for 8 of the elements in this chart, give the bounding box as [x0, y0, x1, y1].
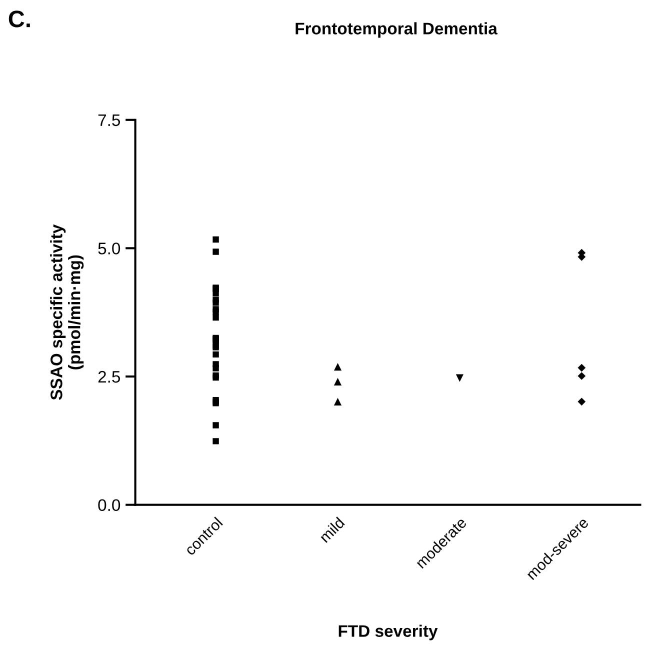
y-tick-label: 0.0: [98, 499, 120, 512]
chart-title: Frontotemporal Dementia: [296, 22, 498, 38]
text: C.: [8, 10, 30, 28]
y-tick-label: 2.5: [98, 370, 120, 383]
x-axis-title: FTD severity: [338, 624, 438, 640]
y-axis-title: SSAO specific activity (pmol/min·mg): [50, 224, 84, 400]
y-tick-label: 7.5: [98, 114, 120, 126]
y-tick-label: 5.0: [98, 242, 120, 254]
